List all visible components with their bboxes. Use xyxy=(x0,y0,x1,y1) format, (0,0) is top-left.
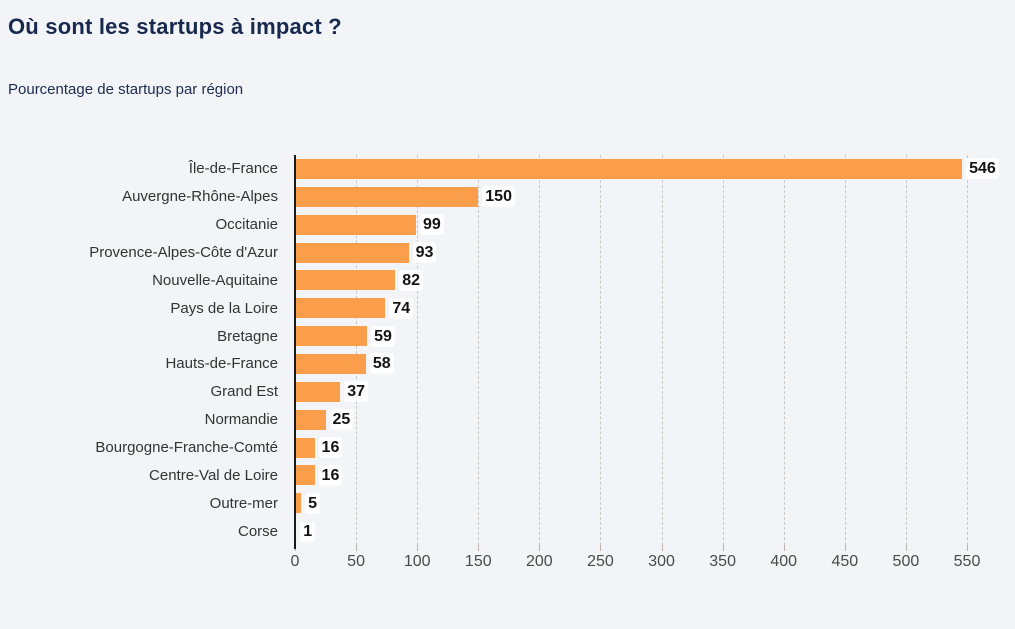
bar-row: 82 xyxy=(295,266,967,294)
bar xyxy=(295,242,409,263)
gridline xyxy=(844,155,846,545)
bar-row: 37 xyxy=(295,378,967,406)
bar-row: 74 xyxy=(295,294,967,322)
gridline xyxy=(905,155,907,545)
x-tick-mark xyxy=(967,545,968,551)
plot-area: 546 150 99 93 82 74 59 58 37 25 16 16 5 1 xyxy=(294,155,999,551)
category-label: Corse xyxy=(237,522,278,540)
value-label: 37 xyxy=(344,381,368,403)
category-label: Hauts-de-France xyxy=(165,355,278,373)
bar xyxy=(295,353,366,374)
gridline xyxy=(600,155,602,545)
x-tick-label: 200 xyxy=(526,553,553,570)
bar-row: 5 xyxy=(295,489,967,517)
gridline xyxy=(478,155,480,545)
gridline xyxy=(967,155,968,545)
x-tick-label: 300 xyxy=(648,553,675,570)
value-label: 16 xyxy=(318,437,343,459)
x-tick-mark xyxy=(478,545,480,551)
bar xyxy=(295,158,963,179)
x-tick-label: 350 xyxy=(709,553,736,570)
bar-chart: Île-de-France Auvergne-Rhône-Alpes Occitan… xyxy=(0,155,1015,585)
x-tick-label: 450 xyxy=(831,553,859,570)
category-label: Île-de-France xyxy=(188,160,278,178)
x-tick-label: 550 xyxy=(953,553,981,570)
x-tick-mark xyxy=(539,545,541,551)
x-axis: 0 50 100 150 200 250 300 350 400 450 500 550 xyxy=(291,553,981,577)
bar-row: 93 xyxy=(295,239,967,267)
x-tick-label: 100 xyxy=(403,553,431,570)
page-title: Où sont les startups à impact ? xyxy=(8,14,342,39)
category-label: Normandie xyxy=(204,411,278,429)
value-label: 93 xyxy=(412,242,437,263)
bar xyxy=(295,270,396,291)
value-label: 59 xyxy=(371,325,395,347)
bar-row: 16 xyxy=(295,434,967,462)
x-tick-mark xyxy=(722,545,724,551)
bar-row: 150 xyxy=(295,183,967,211)
x-tick-mark xyxy=(844,545,846,551)
bar xyxy=(295,298,386,319)
x-tick-mark xyxy=(600,545,602,551)
bar xyxy=(295,186,479,207)
value-label: 74 xyxy=(389,297,414,319)
bar-row: 546 xyxy=(295,155,999,183)
x-tick-label: 400 xyxy=(770,553,798,570)
gridline xyxy=(661,155,663,545)
x-tick-mark xyxy=(417,545,419,551)
category-label: Auvergne-Rhône-Alpes xyxy=(122,188,278,206)
bar xyxy=(295,493,302,514)
bar-row: 1 xyxy=(295,517,967,545)
gridline xyxy=(539,155,541,545)
y-axis-line xyxy=(294,155,296,549)
category-label: Centre-Val de Loire xyxy=(149,466,278,484)
bar xyxy=(295,326,368,347)
value-label: 99 xyxy=(419,214,444,236)
gridline xyxy=(356,155,358,545)
value-label: 150 xyxy=(482,186,515,208)
bar xyxy=(295,409,326,430)
value-label: 1 xyxy=(300,520,316,542)
category-label: Provence-Alpes-Côte d'Azur xyxy=(89,244,278,261)
gridline xyxy=(783,155,785,545)
x-tick-mark xyxy=(356,545,358,551)
bar-row: 99 xyxy=(295,211,967,239)
page-subtitle: Pourcentage de startups par région xyxy=(8,81,244,98)
value-label: 25 xyxy=(329,409,354,431)
x-tick-label: 500 xyxy=(892,553,920,570)
category-axis: Île-de-France Auvergne-Rhône-Alpes Occitan… xyxy=(0,155,287,545)
gridline xyxy=(417,155,419,545)
bar-row: 58 xyxy=(295,350,967,378)
x-tick-label: 250 xyxy=(587,553,614,570)
x-tick-mark xyxy=(783,545,785,551)
bar-row: 59 xyxy=(295,322,967,350)
x-tick-label: 150 xyxy=(464,553,492,570)
x-tick-label: 50 xyxy=(347,553,365,570)
x-tick-mark xyxy=(905,545,907,551)
bar-row: 16 xyxy=(295,461,967,489)
bar-row: 25 xyxy=(295,406,967,434)
bar xyxy=(295,465,315,486)
value-label: 58 xyxy=(369,353,394,375)
x-tick-mark xyxy=(661,545,663,551)
category-label: Bourgogne-Franche-Comté xyxy=(95,439,278,457)
bar xyxy=(295,437,315,458)
bar xyxy=(295,214,416,235)
value-label: 82 xyxy=(399,269,423,291)
category-label: Occitanie xyxy=(215,216,278,234)
category-label: Outre-mer xyxy=(209,494,278,512)
x-tick-label: 0 xyxy=(290,553,300,570)
value-label: 5 xyxy=(305,492,320,514)
value-label: 546 xyxy=(966,158,999,180)
category-label: Pays de la Loire xyxy=(170,299,278,317)
bar xyxy=(295,381,341,402)
category-label: Grand Est xyxy=(210,383,278,401)
value-label: 16 xyxy=(318,464,343,486)
gridline xyxy=(722,155,724,545)
category-label: Bretagne xyxy=(217,327,278,345)
bar-rows: 546 150 99 93 82 74 59 58 37 25 16 16 5 1 xyxy=(295,155,999,545)
category-label: Nouvelle-Aquitaine xyxy=(152,271,278,289)
